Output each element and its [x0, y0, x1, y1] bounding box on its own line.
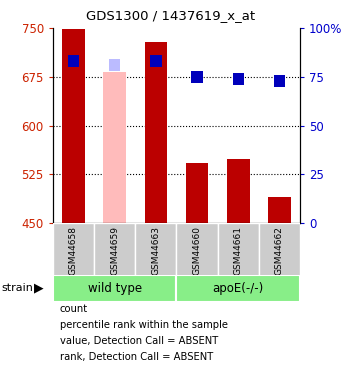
Bar — [191, 71, 203, 83]
Bar — [227, 159, 250, 223]
Bar — [186, 163, 208, 223]
Bar — [53, 275, 177, 302]
Text: ▶: ▶ — [34, 282, 44, 295]
Text: GSM44658: GSM44658 — [69, 226, 78, 275]
Text: apoE(-/-): apoE(-/-) — [213, 282, 264, 295]
Bar — [53, 223, 94, 276]
Text: GSM44663: GSM44663 — [151, 226, 160, 275]
Text: count: count — [60, 304, 88, 314]
Bar — [218, 223, 259, 276]
Bar — [274, 75, 285, 87]
Text: percentile rank within the sample: percentile rank within the sample — [60, 320, 228, 330]
Text: strain: strain — [2, 284, 33, 293]
Bar — [145, 42, 167, 223]
Bar — [94, 223, 135, 276]
Bar — [177, 223, 218, 276]
Bar — [68, 56, 79, 67]
Bar — [109, 59, 120, 71]
Text: wild type: wild type — [88, 282, 142, 295]
Bar — [135, 223, 177, 276]
Bar — [103, 72, 126, 223]
Bar — [268, 197, 291, 223]
Bar — [177, 275, 300, 302]
Text: GSM44662: GSM44662 — [275, 226, 284, 274]
Bar — [259, 223, 300, 276]
Bar — [150, 56, 162, 67]
Text: value, Detection Call = ABSENT: value, Detection Call = ABSENT — [60, 336, 218, 346]
Text: GSM44661: GSM44661 — [234, 226, 243, 275]
Text: GSM44659: GSM44659 — [110, 226, 119, 275]
Bar — [62, 29, 85, 223]
Bar — [233, 73, 244, 85]
Text: GSM44660: GSM44660 — [193, 226, 202, 275]
Text: rank, Detection Call = ABSENT: rank, Detection Call = ABSENT — [60, 352, 213, 362]
Text: GDS1300 / 1437619_x_at: GDS1300 / 1437619_x_at — [86, 9, 255, 22]
